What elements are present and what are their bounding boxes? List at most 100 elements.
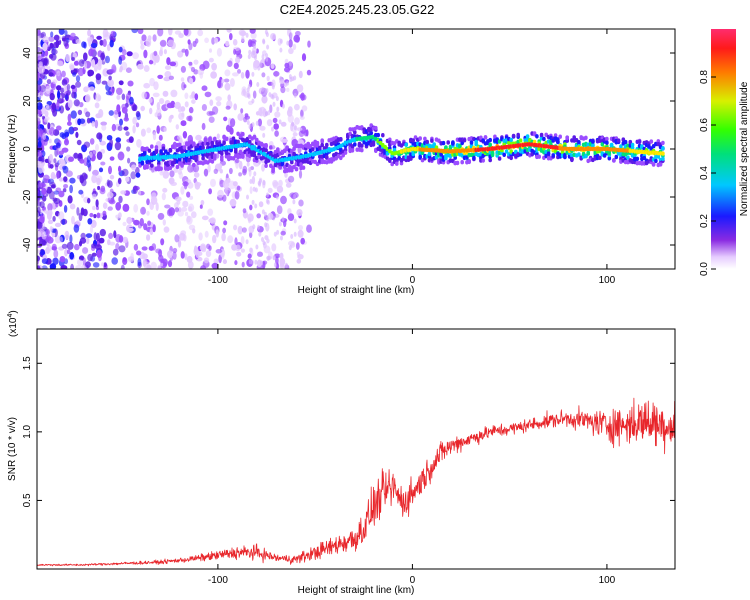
spectrogram-noise-cell: [78, 240, 83, 247]
spectrogram-noise-cell: [57, 90, 61, 100]
spectrogram-noise-cell: [180, 230, 187, 236]
spectrogram-ridge-cell: [497, 156, 502, 161]
spectrogram-noise-cell: [148, 59, 154, 65]
spectrogram-noise-cell: [270, 33, 277, 40]
spectrogram-noise-cell: [280, 230, 286, 236]
spectrogram-noise-cell: [188, 203, 195, 212]
spectrogram-noise-cell: [64, 230, 70, 240]
spectrogram-noise-cell: [276, 229, 280, 235]
spectrogram-noise-cell: [296, 251, 301, 257]
spectrogram-ridge-cell: [481, 158, 486, 163]
spectrogram-noise-cell: [67, 113, 72, 123]
spectrogram-noise-cell: [91, 174, 97, 184]
spectrogram-noise-cell: [266, 192, 269, 198]
spectrogram-ridge-cell: [339, 155, 343, 161]
spectrogram-noise-cell: [91, 252, 97, 257]
spectrogram-noise-cell: [47, 122, 51, 130]
spectrogram-noise-cell: [262, 38, 266, 44]
snr-x-label: Height of straight line (km): [298, 585, 415, 596]
spectrogram-ridge-cell: [360, 143, 364, 148]
spectrogram-noise-cell: [91, 59, 96, 68]
spectrogram-noise-cell: [191, 99, 196, 104]
spectrogram-noise-cell: [184, 92, 189, 100]
snr-series-line: [37, 397, 675, 567]
spectrogram-noise-cell: [89, 151, 93, 159]
spectrogram-noise-cell: [99, 228, 107, 237]
spectrogram-noise-cell: [280, 86, 286, 94]
spectrogram-ridge-cell: [278, 165, 282, 170]
spectrogram-noise-cell: [188, 224, 196, 231]
spectrogram-noise-cell: [53, 34, 60, 41]
spectrogram-noise-cell: [81, 41, 86, 48]
spectrogram-ridge-cell: [159, 149, 163, 154]
spectrogram-noise-cell: [159, 49, 163, 57]
spectrogram-noise-cell: [288, 175, 295, 183]
spectrogram-noise-cell: [281, 103, 285, 109]
spectrogram-ridge-cell: [607, 150, 612, 155]
spectrogram-noise-cell: [52, 257, 59, 265]
spectrogram-noise-cell: [174, 101, 181, 109]
spectrogram-noise-cell: [197, 251, 203, 256]
spectrogram-noise-cell: [252, 50, 256, 56]
spectrogram-noise-cell: [110, 30, 116, 37]
spectrogram-noise-cell: [264, 235, 269, 241]
spectrogram-noise-cell: [279, 38, 283, 44]
spectrogram-noise-cell: [40, 213, 45, 222]
spectrogram-ridge-cell: [150, 163, 154, 168]
spectrogram-noise-cell: [51, 102, 57, 111]
spectrogram-noise-cell: [297, 229, 304, 238]
spectrogram-noise-cell: [97, 61, 102, 71]
spectrogram-noise-cell: [240, 72, 245, 79]
snr-y-tick-label: 1.5: [22, 356, 33, 370]
spectrogram-noise-cell: [41, 258, 49, 265]
spectrogram-ridge-cell: [460, 160, 465, 165]
spectrogram-ridge-cell: [516, 132, 520, 138]
spectrogram-noise-cell: [258, 159, 262, 165]
spectrogram-noise-cell: [180, 65, 186, 73]
spectrogram-noise-cell: [79, 175, 85, 184]
spectrogram-noise-cell: [95, 175, 103, 183]
spectrogram-noise-cell: [72, 52, 77, 59]
spectrogram-noise-cell: [279, 75, 283, 81]
spectrogram-noise-cell: [166, 57, 171, 66]
spectrogram-noise-cell: [72, 72, 77, 77]
spectrogram-noise-cell: [293, 218, 297, 224]
spectrogram-noise-cell: [157, 29, 164, 37]
spectrogram-noise-cell: [170, 89, 178, 98]
spectrogram-noise-cell: [37, 130, 41, 139]
spectrogram-ridge-cell: [455, 160, 460, 166]
spectrogram-noise-cell: [229, 78, 235, 87]
spectrogram-noise-cell: [45, 229, 50, 236]
spectrogram-ridge-cell: [430, 138, 434, 143]
spectrogram-noise-cell: [83, 61, 88, 71]
spectrogram-noise-cell: [195, 134, 202, 141]
spectrogram-noise-cell: [180, 120, 187, 127]
spectrogram-noise-cell: [286, 87, 290, 92]
spectrogram-noise-cell: [155, 202, 159, 212]
spectrogram-ridge-cell: [444, 156, 448, 161]
spectrogram-noise-cell: [132, 124, 136, 134]
spectrogram-noise-cell: [61, 243, 68, 249]
spectrogram-noise-cell: [132, 185, 138, 194]
spectrogram-noise-cell: [273, 123, 280, 130]
spectrogram-noise-cell: [245, 69, 250, 79]
spectrogram-noise-cell: [135, 172, 141, 178]
spectrogram-noise-cell: [245, 239, 249, 245]
spectrogram-noise-cell: [237, 69, 241, 74]
spectrogram-noise-cell: [126, 227, 134, 232]
spectrogram-noise-cell: [52, 79, 58, 84]
spectrogram-noise-cell: [266, 44, 270, 50]
spectrogram-noise-cell: [85, 261, 91, 268]
spectrogram-ridge-cell: [532, 131, 537, 136]
spectrogram-noise-cell: [42, 132, 47, 140]
spectrogram-noise-cell: [248, 259, 252, 265]
spectrogram-noise-cell: [99, 39, 104, 46]
spectrogram-ridge-cell: [154, 149, 159, 154]
spectrogram-noise-cell: [292, 199, 296, 205]
spectrogram-noise-cell: [144, 261, 150, 269]
spectrogram-noise-cell: [274, 111, 281, 118]
spectrogram-noise-cell: [178, 112, 185, 121]
spectrogram-ridge-cell: [467, 159, 472, 165]
spectrogram-noise-cell: [257, 118, 262, 127]
spectrogram-noise-cell: [130, 252, 134, 261]
